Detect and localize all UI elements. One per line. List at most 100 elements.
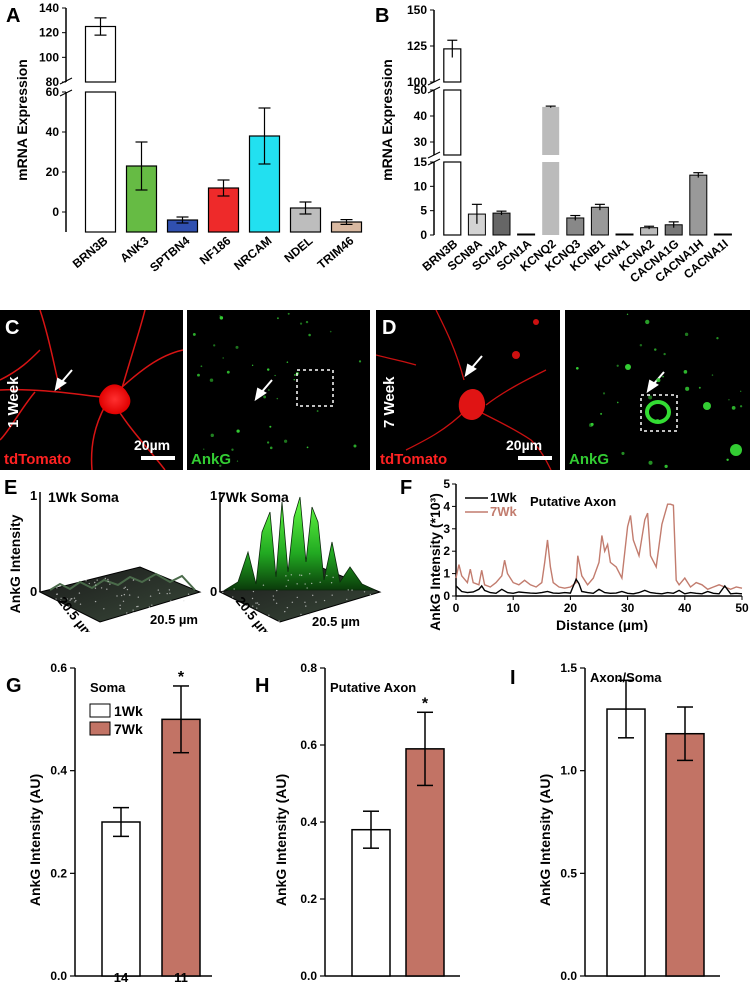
- surface-noise: [166, 592, 168, 595]
- surface-noise: [308, 613, 311, 616]
- ankg-puncta: [600, 412, 603, 415]
- y-tick-label: 120: [39, 26, 59, 40]
- ankg-puncta: [293, 373, 296, 376]
- surface-noise: [331, 594, 333, 596]
- ankg-puncta: [684, 332, 689, 337]
- surface-noise: [310, 582, 313, 585]
- surface-noise: [132, 611, 135, 614]
- ankg-puncta: [192, 332, 196, 336]
- surface-noise: [251, 597, 254, 600]
- panel-d-letter: D: [382, 317, 396, 339]
- soma-roi-box: [640, 394, 678, 432]
- x-tick-label: 50: [735, 601, 749, 615]
- surface-noise: [309, 573, 311, 575]
- surface-noise: [290, 574, 293, 576]
- legend-swatch-7wk: [89, 721, 111, 736]
- ankg-puncta: [575, 366, 579, 370]
- ankg-image-1wk: [187, 310, 370, 470]
- panel-c-red-channel-label: tdTomato: [4, 451, 71, 468]
- surface-noise: [137, 605, 139, 608]
- ankg-puncta: [203, 448, 205, 450]
- panel-c-green-channel-label: AnkG: [191, 451, 231, 468]
- surface-noise: [233, 588, 235, 590]
- surface-noise: [296, 583, 298, 585]
- surface-1wk-ridge: [49, 572, 196, 591]
- panel-i-ylabel: AnkG Intensity (AU): [537, 774, 553, 906]
- ankg-puncta: [263, 395, 267, 399]
- surface-noise: [88, 582, 90, 585]
- series-1wk: [455, 577, 743, 595]
- surface-noise: [170, 600, 172, 602]
- arrow-icon: [54, 369, 73, 392]
- surface-7wk-peaks: [223, 496, 376, 591]
- surface-noise: [304, 583, 306, 585]
- surface-noise: [68, 605, 70, 608]
- surface-1wk-noise: [55, 577, 190, 614]
- ankg-puncta: [197, 373, 200, 377]
- y-tick-label: 0.6: [50, 661, 67, 675]
- surface-noise: [132, 579, 135, 581]
- y-tick-label: 10: [414, 179, 428, 193]
- panel-g-plot: 0.0 0.2 0.4 0.6 *: [50, 661, 212, 983]
- y-tick-label: 140: [39, 1, 59, 15]
- axis-break-mark: [59, 89, 73, 97]
- panel-f-xlabel: Distance (µm): [556, 617, 648, 632]
- surface-noise: [109, 583, 111, 585]
- surface-noise: [128, 594, 131, 596]
- y-tick-label: 0: [420, 228, 427, 242]
- ankg-puncta: [236, 429, 240, 433]
- surface-noise: [169, 592, 171, 595]
- ankg-puncta: [231, 448, 234, 451]
- panel-f-chart: F AnkG Intensity (*10³) Distance (µm) Pu…: [400, 477, 749, 632]
- ankg-puncta: [276, 317, 279, 320]
- panel-d-red-channel-label: tdTomato: [380, 451, 447, 468]
- ankg-puncta-1wk: [192, 312, 362, 467]
- ankg-puncta: [286, 361, 289, 363]
- y-tick-label: 40: [46, 125, 60, 139]
- surface-noise: [346, 598, 348, 601]
- panel-g-legend-1wk: 1Wk: [114, 703, 143, 719]
- surface-noise: [252, 590, 255, 593]
- surface-noise: [123, 593, 126, 596]
- panel-d-scale-label: 20µm: [506, 437, 542, 453]
- bar-brn3b: [443, 161, 462, 236]
- panel-i-chart: I AnkG Intensity (AU) Axon/Soma 0.0 0.5 1.…: [510, 661, 720, 983]
- panel-e-left-title: 1Wk Soma: [48, 489, 119, 505]
- axis-break-mark: [59, 77, 73, 85]
- surface-noise: [137, 596, 139, 598]
- surface-noise: [323, 599, 326, 602]
- ankg-puncta: [730, 444, 742, 456]
- bar-1wk: [606, 708, 646, 977]
- category-label: NF186: [197, 233, 234, 267]
- bar-cacna1i: [713, 233, 732, 236]
- surface-noise: [124, 586, 126, 589]
- panel-f-title: Putative Axon: [530, 494, 616, 509]
- surface-noise: [332, 576, 334, 579]
- surface-noise: [287, 579, 289, 581]
- ankg-puncta: [251, 364, 254, 367]
- panel-d-age-label: 7 Week: [381, 376, 398, 428]
- surface-noise: [222, 591, 224, 594]
- panel-b-letter: B: [375, 5, 389, 27]
- y-tick-label: 1.5: [560, 661, 577, 675]
- ankg-puncta: [329, 330, 332, 333]
- y-tick-label: 2: [443, 544, 450, 558]
- y-tick-label: 0.0: [300, 969, 317, 983]
- surface-noise: [158, 592, 161, 594]
- y-tick-label: 0.2: [300, 892, 317, 906]
- surface-noise: [96, 579, 98, 581]
- surface-noise: [69, 599, 71, 602]
- surface-noise: [79, 603, 82, 605]
- panel-e-left-dim-x: 20.5 µm: [150, 612, 198, 627]
- panel-f-series: [455, 503, 743, 595]
- ankg-puncta: [293, 378, 295, 381]
- panel-f-letter: F: [400, 477, 412, 499]
- surface-noise: [56, 587, 58, 589]
- panel-i-plot: 0.0 0.5 1.0 1.5: [560, 661, 720, 983]
- surface-noise: [94, 600, 97, 603]
- ankg-puncta: [268, 389, 270, 391]
- soma-1wk: [99, 384, 131, 415]
- panel-a-bars: [84, 17, 363, 233]
